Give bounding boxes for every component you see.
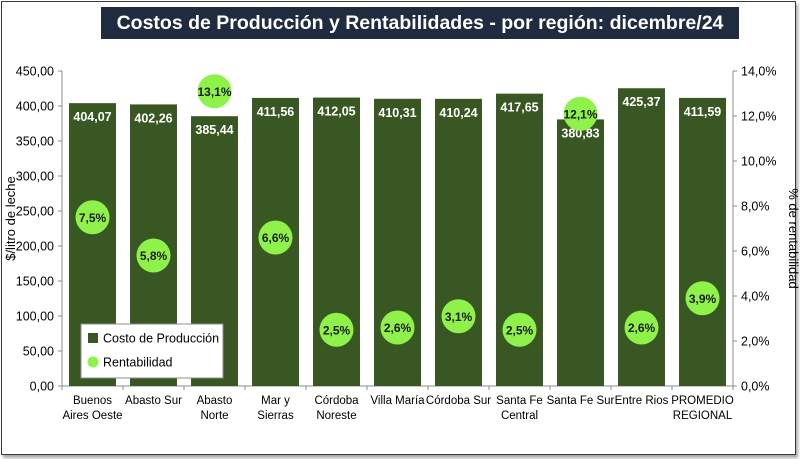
- chart-title: Costos de Producción y Rentabilidades - …: [116, 11, 724, 34]
- y2-tick-label: 2,0%: [741, 335, 770, 349]
- bar-value-label: 417,65: [500, 101, 538, 115]
- x-category-label: Entre Rios: [615, 395, 669, 407]
- rentabilidad-label: 7,5%: [79, 211, 107, 225]
- rentabilidad-label: 3,9%: [689, 292, 717, 306]
- legend-box: [80, 323, 224, 379]
- rentabilidad-point: [441, 299, 476, 334]
- bar-value-label: 411,59: [684, 105, 722, 119]
- y-tick-label: 150,00: [16, 275, 54, 289]
- x-category-label: Buenos: [73, 395, 112, 407]
- rentabilidad-label: 2,6%: [384, 321, 412, 335]
- y2-tick-label: 14,0%: [741, 65, 776, 79]
- rentabilidad-label: 3,1%: [445, 310, 473, 324]
- x-category-label: Santa Fe Sur: [547, 395, 615, 407]
- x-category-label: Abasto: [197, 395, 233, 407]
- x-category-label: Santa Fe: [496, 395, 543, 407]
- rentabilidad-point: [319, 312, 354, 347]
- y2-tick-label: 0,0%: [741, 380, 770, 394]
- rentabilidad-label: 2,5%: [506, 323, 534, 337]
- bar-value-label: 404,07: [73, 110, 111, 124]
- rentabilidad-label: 5,8%: [140, 249, 168, 263]
- bar-value-label: 425,37: [622, 95, 660, 109]
- y-axis-title: $/litro de leche: [3, 176, 18, 261]
- x-category-label: Córdoba: [314, 395, 359, 407]
- legend-swatch-rentabilidad: [87, 356, 99, 368]
- chart-title-box: Costos de Producción y Rentabilidades - …: [101, 7, 739, 39]
- x-category-label: Noreste: [316, 410, 356, 422]
- rentabilidad-point: [502, 312, 537, 347]
- rentabilidad-label: 2,6%: [628, 321, 656, 335]
- rentabilidad-point: [258, 220, 293, 255]
- x-category-label: PROMEDIO: [671, 395, 734, 407]
- y2-tick-label: 10,0%: [741, 155, 776, 169]
- y-tick-label: 350,00: [16, 135, 54, 149]
- bar: [557, 119, 604, 386]
- y-tick-label: 300,00: [16, 170, 54, 184]
- rentabilidad-point: [624, 310, 659, 345]
- y2-axis-title: % de rentabilidad: [786, 188, 800, 288]
- x-category-label: Sierras: [257, 410, 294, 422]
- rentabilidad-point: [563, 96, 598, 131]
- rentabilidad-point: [136, 238, 171, 273]
- rentabilidad-point: [685, 281, 720, 316]
- y-tick-label: 100,00: [16, 310, 54, 324]
- rentabilidad-label: 12,1%: [563, 107, 597, 121]
- rentabilidad-point: [380, 310, 415, 345]
- x-category-label: Norte: [200, 410, 228, 422]
- bar: [679, 97, 726, 387]
- bar-value-label: 410,31: [378, 106, 416, 120]
- bar-value-label: 402,26: [134, 111, 172, 125]
- bar-value-label: 412,05: [317, 105, 355, 119]
- y-tick-label: 450,00: [16, 65, 54, 79]
- y2-tick-label: 12,0%: [741, 110, 776, 124]
- legend-label: Rentabilidad: [103, 356, 173, 370]
- bar: [435, 98, 482, 386]
- y-tick-label: 50,00: [23, 345, 54, 359]
- y-tick-label: 200,00: [16, 240, 54, 254]
- x-category-label: Central: [501, 410, 538, 422]
- rentabilidad-point: [197, 74, 232, 109]
- y2-tick-label: 4,0%: [741, 290, 770, 304]
- legend-label: Costo de Producción: [103, 332, 219, 346]
- rentabilidad-label: 6,6%: [262, 231, 290, 245]
- rentabilidad-point: [75, 200, 110, 235]
- y2-tick-label: 8,0%: [741, 200, 770, 214]
- y-tick-label: 0,00: [30, 380, 54, 394]
- x-category-label: REGIONAL: [673, 410, 733, 422]
- bar-value-label: 410,24: [439, 106, 477, 120]
- y2-tick-label: 6,0%: [741, 245, 770, 259]
- y-tick-label: 400,00: [16, 100, 54, 114]
- x-category-label: Aires Oeste: [62, 410, 122, 422]
- x-category-label: Mar y: [261, 395, 290, 407]
- bar-value-label: 385,44: [195, 123, 233, 137]
- y-tick-label: 250,00: [16, 205, 54, 219]
- legend-swatch-costo: [88, 333, 98, 343]
- x-category-label: Córdoba Sur: [426, 395, 491, 407]
- rentabilidad-label: 13,1%: [197, 85, 231, 99]
- x-category-label: Abasto Sur: [125, 395, 182, 407]
- x-category-label: Villa María: [370, 395, 425, 407]
- rentabilidad-label: 2,5%: [323, 323, 351, 337]
- bar-value-label: 411,56: [257, 105, 295, 119]
- bar-value-label: 380,83: [561, 126, 599, 140]
